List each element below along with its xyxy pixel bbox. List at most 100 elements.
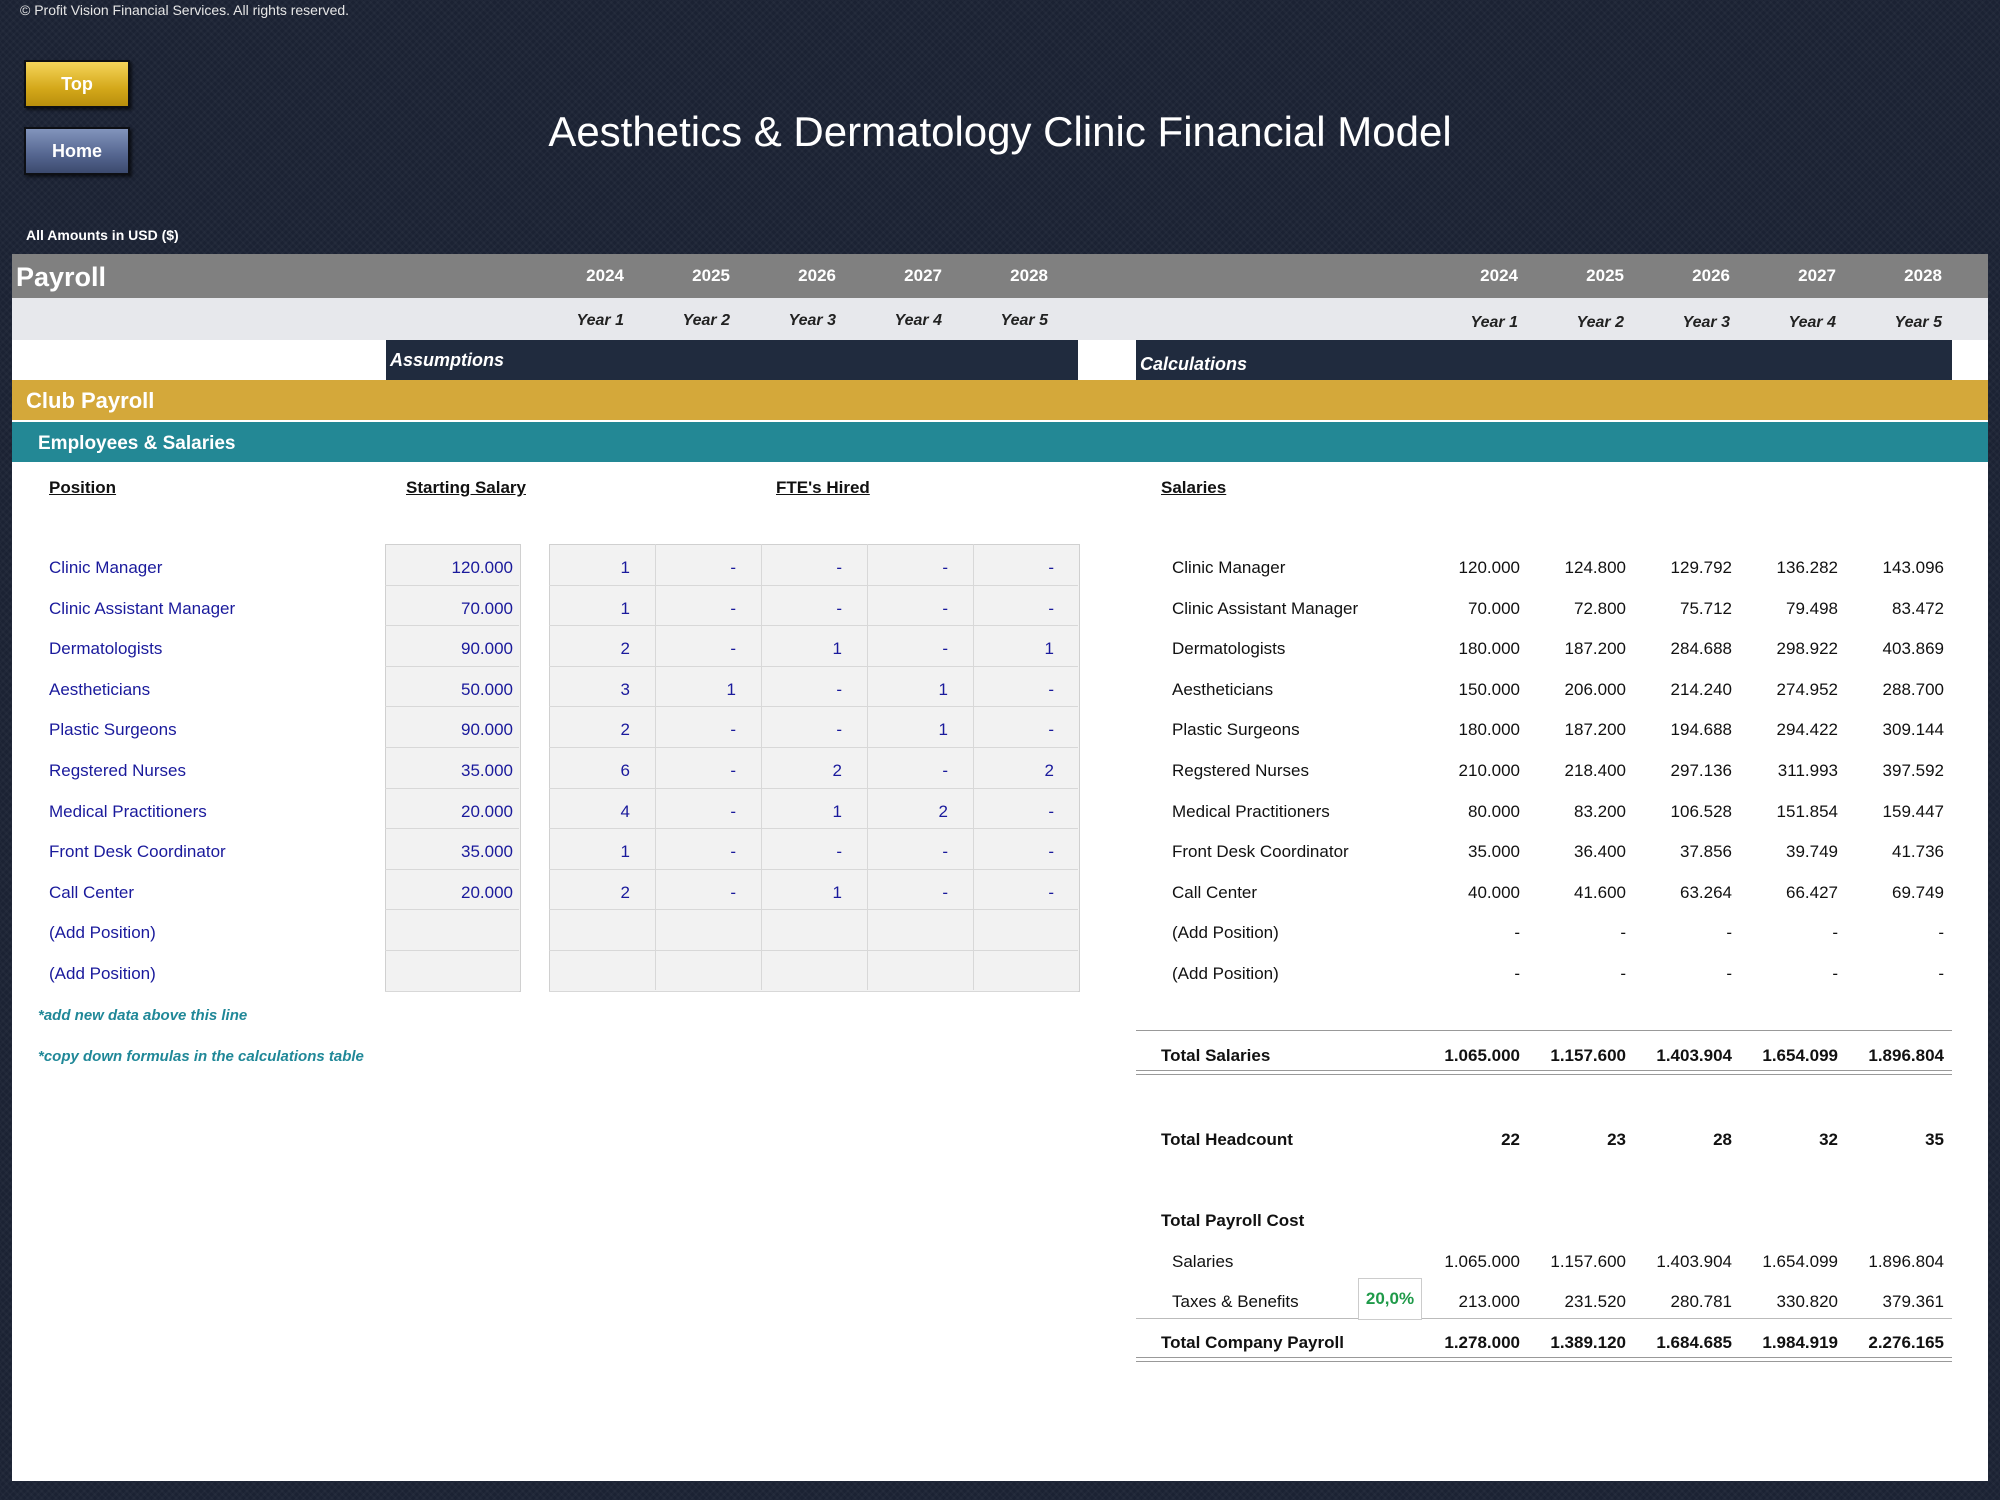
calc-salary-value: 284.688 [1670,639,1732,658]
salary-row-divider [385,747,519,748]
starting-salary-value[interactable]: 70.000 [461,599,513,618]
fte-hired-value[interactable]: 2 [620,883,630,902]
fte-hired-value[interactable]: - [942,599,948,618]
fte-hired-value[interactable]: - [730,761,736,780]
fte-hired-value[interactable]: 1 [832,883,842,902]
fte-hired-value[interactable]: 1 [832,802,842,821]
calc-salary-value: 129.792 [1670,558,1732,577]
fte-hired-value[interactable]: - [942,558,948,577]
fte-hired-value[interactable]: - [836,599,842,618]
subsection-title: Employees & Salaries [38,433,236,454]
salaries-column-header: Salaries [1161,478,1227,497]
starting-salary-value[interactable]: 20.000 [461,883,513,902]
salary-row-divider [385,625,519,626]
total-company-payroll-value: 1.684.685 [1656,1333,1732,1352]
home-button[interactable]: Home [24,127,130,175]
total-salaries-label: Total Salaries [1161,1046,1271,1065]
fte-hired-value[interactable]: 1 [620,558,630,577]
fte-hired-value[interactable]: - [942,883,948,902]
fte-hired-value[interactable]: - [730,558,736,577]
total-payroll-cost-label: Total Payroll Cost [1161,1211,1305,1230]
fte-hired-value[interactable]: 1 [1044,639,1054,658]
fte-hired-value[interactable]: - [1048,558,1054,577]
fte-hired-value[interactable]: - [730,599,736,618]
fte-hired-value[interactable]: - [1048,680,1054,699]
starting-salary-value[interactable]: 35.000 [461,761,513,780]
position-name[interactable]: Medical Practitioners [49,802,207,821]
fte-hired-value[interactable]: - [730,842,736,861]
company-payroll-top-rule [1136,1318,1952,1319]
calc-salary-value: - [1832,923,1838,942]
assumptions-label: Assumptions [390,350,505,370]
fte-hired-value[interactable]: 6 [620,761,630,780]
fte-hired-value[interactable]: 2 [832,761,842,780]
year-header-calculations: 2024 [1480,266,1518,285]
starting-salary-value[interactable]: 90.000 [461,720,513,739]
fte-hired-value[interactable]: - [1048,802,1054,821]
position-name[interactable]: Clinic Manager [49,558,163,577]
fte-hired-value[interactable]: - [836,680,842,699]
position-name[interactable]: Front Desk Coordinator [49,842,226,861]
fte-hired-value[interactable]: - [730,639,736,658]
year-header-assumptions: 2024 [586,266,624,285]
calc-salary-value: - [1726,923,1732,942]
fte-hired-value[interactable]: 1 [938,720,948,739]
year-label-assumptions: Year 3 [788,312,836,329]
fte-hired-value[interactable]: - [942,761,948,780]
fte-hired-value[interactable]: 2 [938,802,948,821]
fte-hired-value[interactable]: - [1048,842,1054,861]
fte-row-divider [549,991,1078,992]
position-name[interactable]: (Add Position) [49,923,156,942]
fte-hired-value[interactable]: 3 [620,680,630,699]
fte-hired-value[interactable]: - [836,842,842,861]
calc-salary-value: 39.749 [1786,842,1838,861]
position-name[interactable]: Plastic Surgeons [49,720,177,739]
fte-hired-value[interactable]: - [1048,883,1054,902]
year-header-calculations: 2025 [1586,266,1624,285]
starting-salary-value[interactable]: 90.000 [461,639,513,658]
position-name[interactable]: Dermatologists [49,639,163,658]
total-headcount-label: Total Headcount [1161,1130,1293,1149]
calc-salary-value: 298.922 [1776,639,1838,658]
fte-row-divider [549,950,1078,951]
fte-hired-value[interactable]: - [836,720,842,739]
fte-hired-value[interactable]: - [730,720,736,739]
top-button[interactable]: Top [24,60,130,108]
fte-hired-value[interactable]: 4 [620,802,630,821]
calc-salary-value: - [1620,964,1626,983]
fte-column-divider [761,544,762,990]
fte-hired-value[interactable]: - [836,558,842,577]
fte-hired-value[interactable]: 1 [726,680,736,699]
fte-hired-value[interactable]: 1 [620,842,630,861]
fte-hired-value[interactable]: 2 [1044,761,1054,780]
fte-hired-value[interactable]: - [942,639,948,658]
payroll-salaries-value: 1.157.600 [1550,1252,1626,1271]
calc-salary-value: 40.000 [1468,883,1520,902]
fte-hired-value[interactable]: 1 [832,639,842,658]
fte-hired-value[interactable]: - [942,842,948,861]
fte-hired-value[interactable]: 1 [620,599,630,618]
fte-hired-value[interactable]: - [1048,599,1054,618]
taxes-benefits-rate-input[interactable]: 20,0% [1358,1278,1422,1320]
calc-salary-value: - [1938,964,1944,983]
fte-hired-value[interactable]: 1 [938,680,948,699]
position-name[interactable]: Aestheticians [49,680,151,699]
fte-hired-value[interactable]: 2 [620,720,630,739]
starting-salary-value[interactable]: 35.000 [461,842,513,861]
position-name[interactable]: Clinic Assistant Manager [49,599,236,618]
salary-row-divider [385,585,519,586]
fte-hired-value[interactable]: 2 [620,639,630,658]
fte-hired-value[interactable]: - [730,802,736,821]
calc-salary-value: 297.136 [1670,761,1732,780]
fte-hired-value[interactable]: - [730,883,736,902]
calc-salary-value: 66.427 [1786,883,1838,902]
salary-row-divider [385,666,519,667]
starting-salary-value[interactable]: 120.000 [451,558,513,577]
calc-salary-value: - [1514,964,1520,983]
position-name[interactable]: Call Center [49,883,135,902]
starting-salary-value[interactable]: 50.000 [461,680,513,699]
fte-hired-value[interactable]: - [1048,720,1054,739]
position-name[interactable]: (Add Position) [49,964,156,983]
starting-salary-value[interactable]: 20.000 [461,802,513,821]
position-name[interactable]: Regstered Nurses [49,761,187,780]
